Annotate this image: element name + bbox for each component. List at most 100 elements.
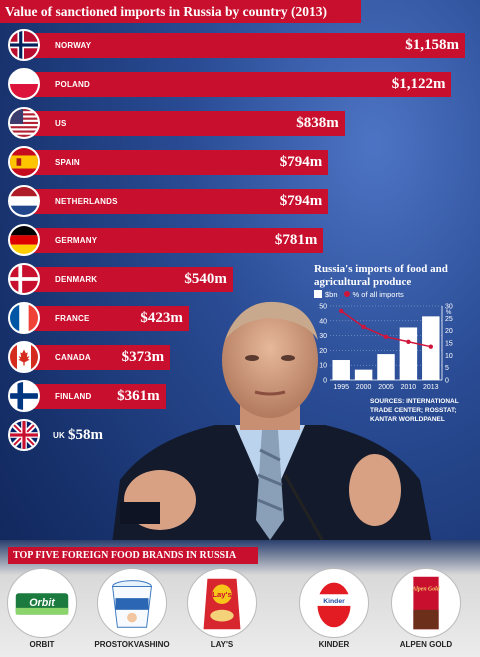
brand-kinder: Kinder KINDER xyxy=(294,568,374,657)
sources-note: SOURCES: INTERNATIONAL TRADE CENTER; ROS… xyxy=(370,398,459,423)
bar-finland: FINLAND $361m xyxy=(30,384,166,409)
left-tick-label: 30 xyxy=(319,333,327,340)
bar-country-label: US xyxy=(55,119,67,128)
inset-pct-point-2000 xyxy=(361,324,366,330)
right-tick-label: 0 xyxy=(445,378,449,385)
bar-row-finland: FINLAND $361m xyxy=(0,377,480,417)
left-tick-label: 10 xyxy=(319,363,327,370)
bar-row-us: US $838m xyxy=(0,104,480,144)
brand-label: ALPEN GOLD xyxy=(399,640,453,649)
inset-legend: $bn % of all imports xyxy=(314,290,404,299)
brand-label: PROSTOKVASHINO xyxy=(94,640,170,649)
left-tick-label: 50 xyxy=(319,304,327,311)
bar-value-label: $794m xyxy=(279,193,323,209)
legend-bn-label: $bn xyxy=(325,290,338,299)
bar-row-germany: GERMANY $781m xyxy=(0,221,480,261)
kinder-pack-text: Kinder xyxy=(323,598,345,605)
bar-canada: CANADA $373m xyxy=(30,345,171,370)
inset-x-tick-label: 2013 xyxy=(423,384,439,391)
bar-value-label: $838m xyxy=(296,115,339,131)
flag-germany-icon xyxy=(8,224,40,256)
bar-value-label: $361m xyxy=(117,388,160,404)
inset-x-tick-label: 2005 xyxy=(378,384,394,391)
bar-country-label: DENMARK xyxy=(55,275,98,284)
bar-country-label: UK xyxy=(53,431,65,440)
bar-row-spain: SPAIN $794m xyxy=(0,143,480,183)
bar-value-label: $794m xyxy=(279,154,323,170)
flag-spain-icon xyxy=(8,146,40,178)
legend-line-marker xyxy=(343,291,350,297)
legend-bar-swatch xyxy=(314,290,322,298)
bar-country-label: NETHERLANDS xyxy=(55,197,118,206)
brand-lays: Lay's LAY'S xyxy=(182,568,262,657)
inset-pct-point-2005 xyxy=(383,334,389,340)
inset-x-tick-label: 2000 xyxy=(356,384,372,391)
right-tick-label: 10 xyxy=(445,353,453,360)
bar-norway: NORWAY $1,158m xyxy=(30,33,465,58)
bar-france: FRANCE $423m xyxy=(30,306,189,331)
flag-netherlands-icon xyxy=(8,185,40,217)
inset-pct-point-2013 xyxy=(428,344,433,349)
inset-pct-point-2010 xyxy=(406,339,411,344)
bar-row-denmark: DENMARK $540m xyxy=(0,260,480,300)
brands-title: TOP FIVE FOREIGN FOOD BRANDS IN RUSSIA xyxy=(8,547,258,564)
left-tick-label: 0 xyxy=(323,378,327,385)
right-tick-label: 15 xyxy=(445,341,453,348)
bar-denmark: DENMARK $540m xyxy=(30,267,233,292)
bar-row-uk: UK $58m xyxy=(0,416,480,456)
bar-row-netherlands: NETHERLANDS $794m xyxy=(0,182,480,222)
brand-alpen-gold: Alpen Gold ALPEN GOLD xyxy=(386,568,466,657)
lays-pack-text: Lay's xyxy=(212,590,232,599)
bar-country-label: NORWAY xyxy=(55,41,92,50)
brand-orbit: Orbit ORBIT xyxy=(2,568,82,657)
bar-country-label: SPAIN xyxy=(55,158,80,167)
bar-value-label: $423m xyxy=(140,310,183,326)
bar-poland: POLAND $1,122m xyxy=(30,72,452,97)
bar-value-label: $373m xyxy=(121,349,165,365)
brand-prostokvashino: PROSTOKVASHINO xyxy=(92,568,172,657)
flag-finland-icon xyxy=(8,380,40,412)
inset-x-tick-label: 1995 xyxy=(333,384,349,391)
bar-country-label: FINLAND xyxy=(55,392,92,401)
right-tick-label: 20 xyxy=(445,328,453,335)
inset-pct-line xyxy=(340,310,431,348)
flag-canada-icon xyxy=(8,341,40,373)
lays-image: Lay's xyxy=(187,568,257,638)
bar-value-label: $58m xyxy=(68,427,103,443)
bar-value-label: $1,122m xyxy=(391,76,446,92)
alpen-pack-text: Alpen Gold xyxy=(411,586,439,592)
orbit-image: Orbit xyxy=(7,568,77,638)
left-tick-label: 20 xyxy=(319,348,327,355)
bar-germany: GERMANY $781m xyxy=(30,228,324,253)
bar-us: US $838m xyxy=(30,111,345,136)
brand-label: ORBIT xyxy=(29,640,55,649)
bar-row-norway: NORWAY $1,158m xyxy=(0,26,480,66)
inset-bar-2010 xyxy=(399,327,418,380)
bar-value-label: $781m xyxy=(274,232,318,248)
right-axis-unit: % xyxy=(446,310,452,316)
flag-poland-icon xyxy=(8,68,40,100)
inset-chart-title: Russia's imports of food and agricultura… xyxy=(314,263,448,288)
right-tick-label: 5 xyxy=(445,365,449,372)
speaker-photo xyxy=(110,301,435,560)
inset-pct-point-1995 xyxy=(339,308,344,314)
inset-chart: 0 10 20 30 40 50 0 5 10 15 20 25 30% 1995 2000 2005 2010… xyxy=(319,304,453,392)
bar-uk: UK $58m xyxy=(30,423,110,448)
bar-country-label: GERMANY xyxy=(55,236,98,245)
bar-row-poland: POLAND $1,122m xyxy=(0,65,480,105)
bar-country-label: CANADA xyxy=(55,353,91,362)
brand-label: LAY'S xyxy=(210,640,234,649)
bar-country-label: FRANCE xyxy=(55,314,90,323)
right-tick-label: 25 xyxy=(445,316,453,323)
flag-us-icon xyxy=(8,107,40,139)
brand-label: KINDER xyxy=(318,640,350,649)
flag-denmark-icon xyxy=(8,263,40,295)
legend-pct-label: % of all imports xyxy=(352,290,404,299)
bar-row-france: FRANCE $423m xyxy=(0,299,480,339)
bar-country-label: POLAND xyxy=(55,80,90,89)
flag-uk-icon xyxy=(8,419,40,451)
bar-value-label: $1,158m xyxy=(405,37,459,53)
bar-value-label: $540m xyxy=(184,271,227,287)
prostokvashino-image xyxy=(97,568,167,638)
